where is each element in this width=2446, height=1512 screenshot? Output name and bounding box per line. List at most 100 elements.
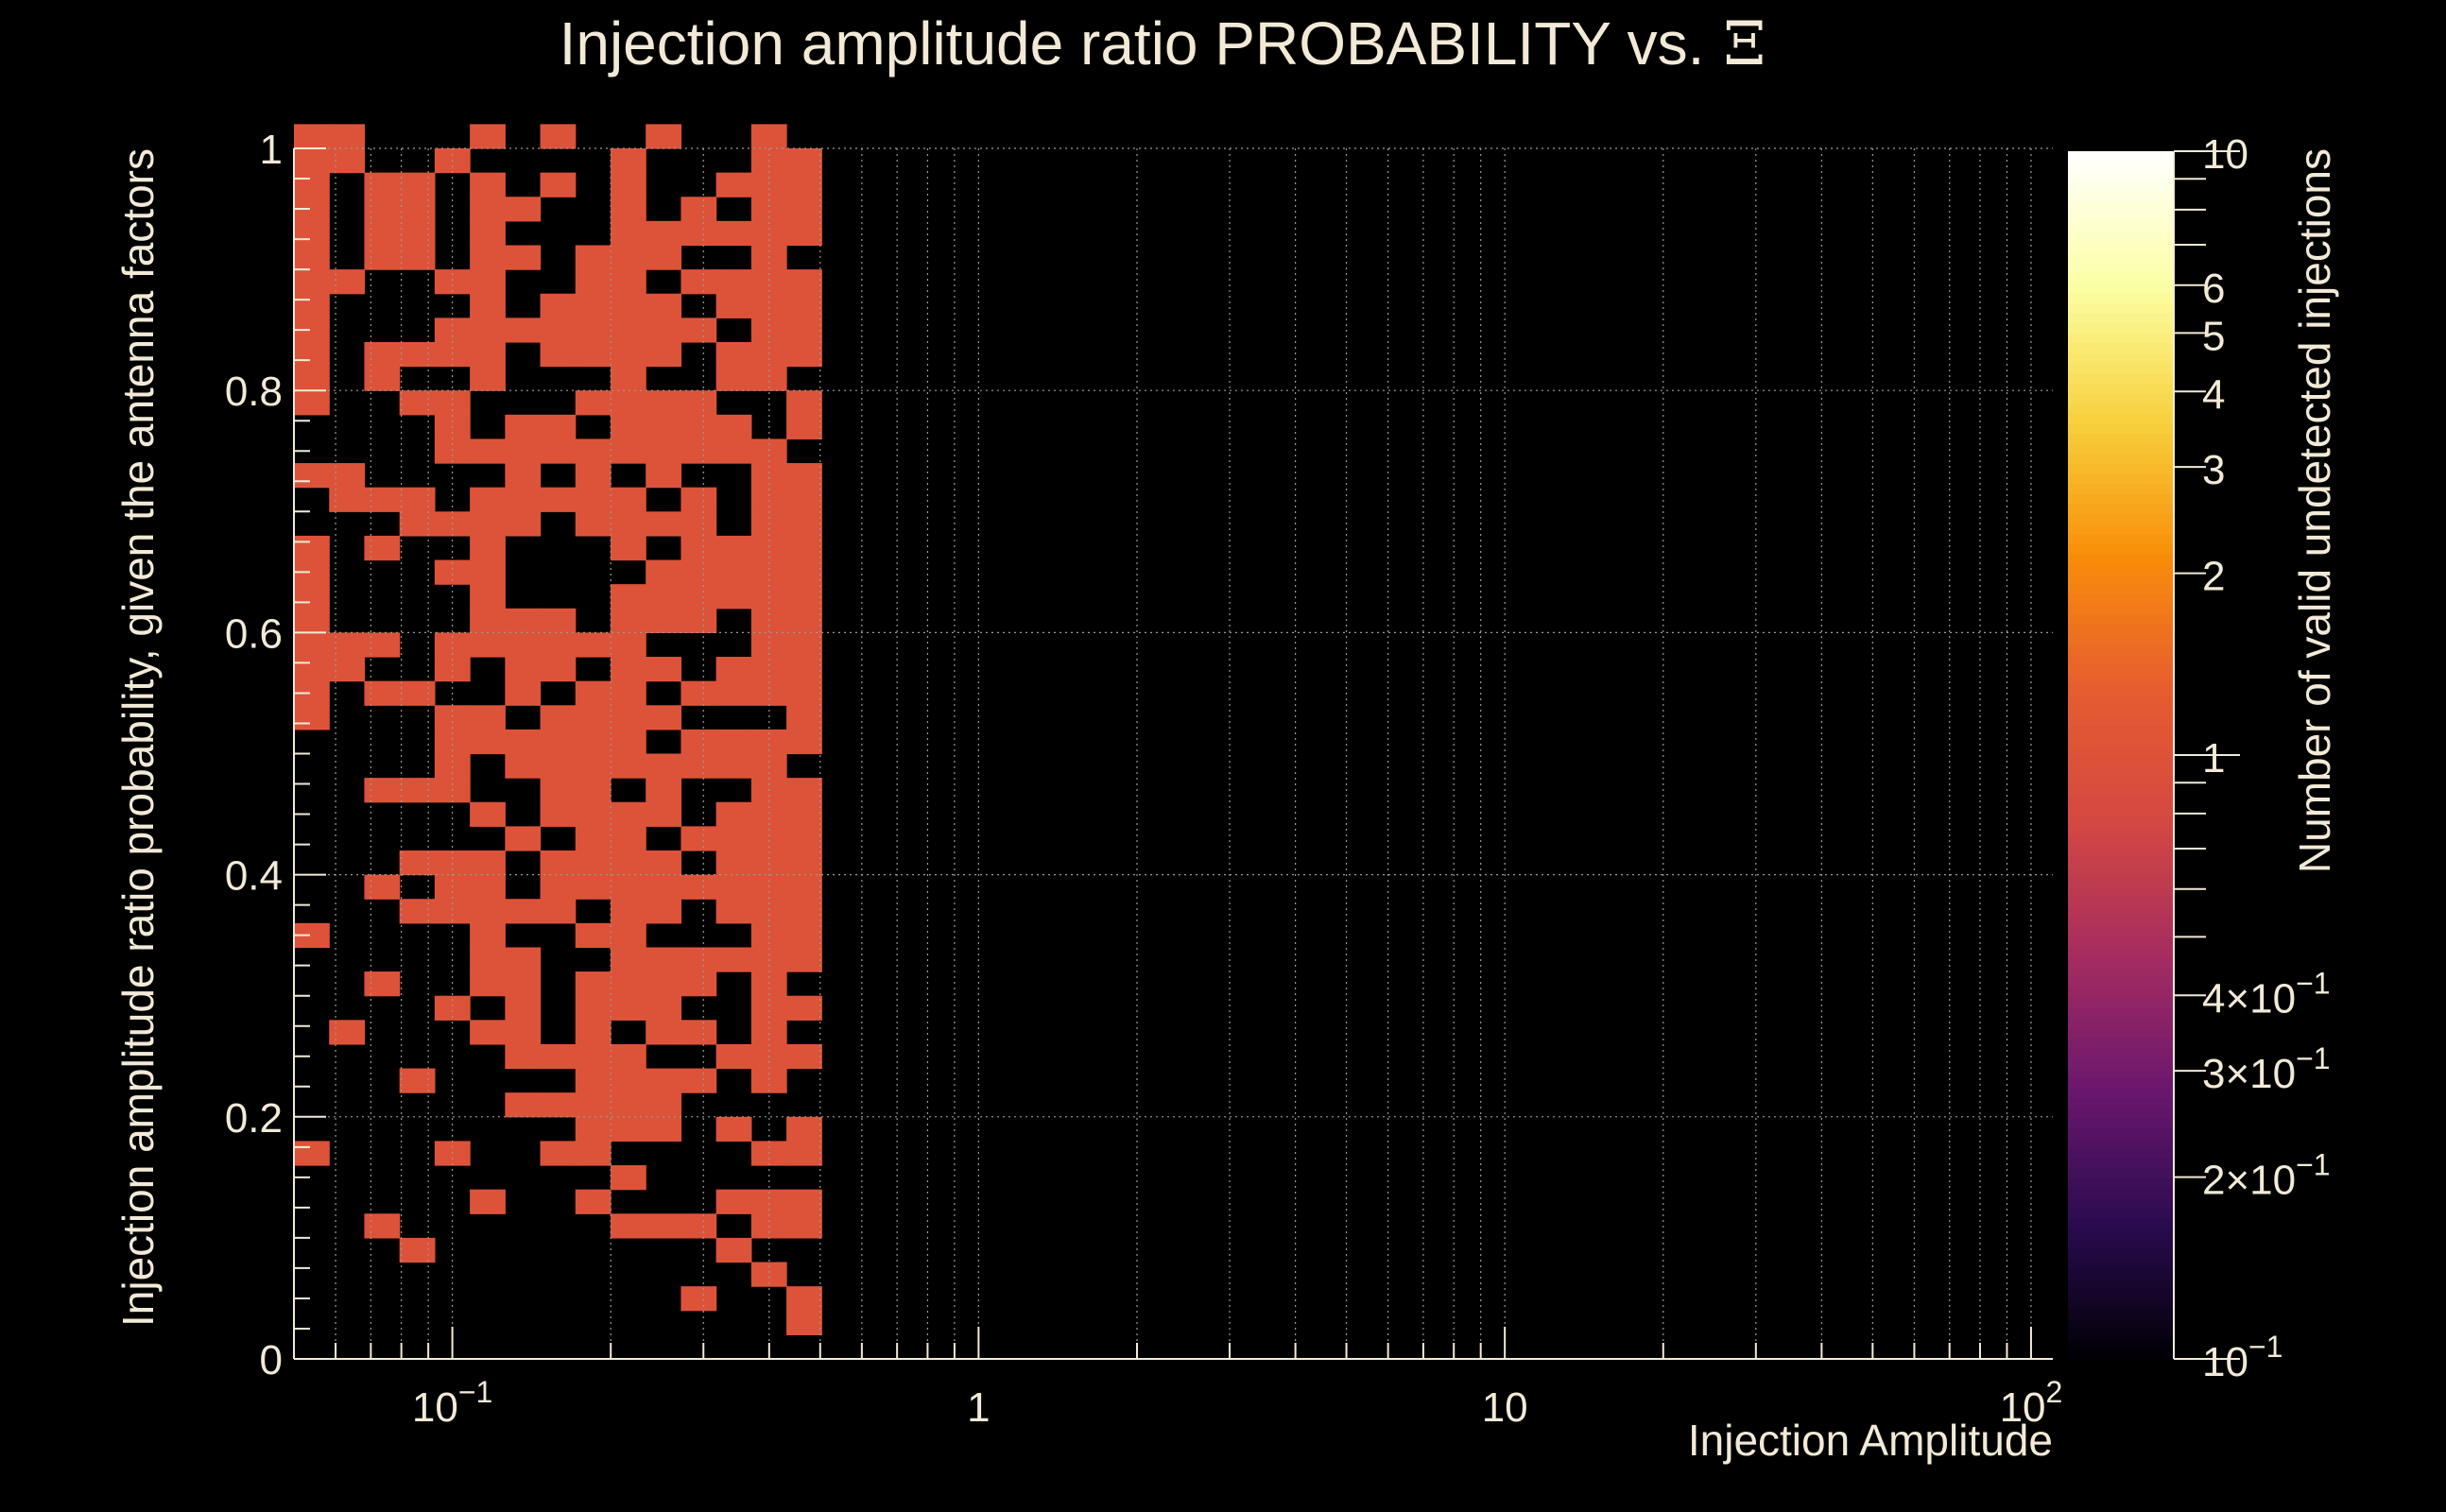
heatmap-cell	[329, 1020, 366, 1045]
heatmap-cell	[575, 1068, 612, 1093]
heatmap-cell	[399, 220, 436, 247]
palette-segment	[2068, 422, 2174, 434]
heatmap-cell	[470, 705, 506, 730]
heatmap-cell	[540, 657, 577, 682]
heatmap-cell	[646, 705, 682, 730]
palette-segment	[2068, 392, 2174, 404]
heatmap-cell	[294, 705, 330, 730]
heatmap-cell	[470, 318, 506, 343]
heatmap-cell	[680, 438, 717, 464]
heatmap-cell	[786, 1116, 822, 1143]
heatmap-cell	[715, 172, 752, 198]
palette-segment	[2068, 1107, 2174, 1119]
heatmap-cell	[294, 245, 330, 270]
palette-segment	[2068, 1228, 2174, 1239]
heatmap-cell	[680, 680, 717, 706]
heatmap-cell	[505, 995, 542, 1021]
palette-segment	[2068, 1006, 2174, 1018]
heatmap-cell	[786, 584, 822, 610]
heatmap-cell	[540, 753, 577, 779]
heatmap-cell	[575, 390, 612, 416]
palette-segment	[2068, 1026, 2174, 1038]
palette-segment	[2068, 745, 2174, 756]
palette-segment	[2068, 613, 2174, 626]
heatmap-cell	[575, 850, 612, 876]
heatmap-cell	[329, 463, 366, 489]
heatmap-cell	[646, 947, 682, 972]
y-tick-label: 0.4	[225, 853, 283, 900]
palette-segment	[2068, 1067, 2174, 1078]
heatmap-cell	[575, 753, 612, 779]
heatmap-cell	[786, 293, 822, 318]
palette-segment	[2068, 986, 2174, 998]
palette-segment	[2068, 483, 2174, 494]
heatmap-cell	[505, 318, 542, 343]
heatmap-cell	[470, 124, 506, 149]
heatmap-cell	[680, 947, 717, 972]
z-tick-label: 3×10−1	[2202, 1041, 2331, 1097]
heatmap-cell	[646, 341, 682, 368]
heatmap-cell	[470, 584, 506, 610]
palette-segment	[2068, 795, 2174, 807]
heatmap-cell	[329, 632, 366, 658]
heatmap-cell	[646, 511, 682, 537]
heatmap-cell	[680, 584, 717, 610]
palette-segment	[2068, 734, 2174, 747]
heatmap-cell	[750, 1068, 787, 1093]
heatmap-cell	[610, 850, 646, 876]
heatmap-cell	[646, 438, 682, 464]
heatmap-cell	[540, 293, 577, 318]
heatmap-cell	[715, 1116, 752, 1143]
y-tick-label: 0.6	[225, 610, 283, 657]
heatmap-cell	[646, 899, 682, 924]
heatmap-cell	[294, 463, 330, 489]
palette-segment	[2068, 403, 2174, 414]
heatmap-cell	[470, 850, 506, 876]
y-tick-label: 1	[260, 127, 283, 173]
palette-segment	[2068, 1298, 2174, 1310]
heatmap-cell	[575, 438, 612, 464]
heatmap-cell	[364, 341, 401, 368]
heatmap-cell	[329, 269, 366, 295]
palette-segment	[2068, 180, 2174, 193]
heatmap-cell	[364, 874, 401, 900]
heatmap-cell	[715, 1237, 752, 1263]
palette-segment	[2068, 835, 2174, 847]
heatmap-cell	[294, 535, 330, 561]
heatmap-cell	[364, 245, 401, 270]
heatmap-cell	[610, 947, 646, 972]
heatmap-cell	[646, 657, 682, 682]
palette-segment	[2068, 513, 2174, 524]
heatmap-cell	[786, 197, 822, 222]
palette-segment	[2068, 1097, 2174, 1108]
heatmap-cell	[646, 1116, 682, 1143]
heatmap-cell	[715, 584, 752, 610]
heatmap-cell	[540, 1092, 577, 1118]
heatmap-cell	[470, 729, 506, 755]
palette-segment	[2068, 453, 2174, 464]
heatmap-cell	[470, 366, 506, 391]
heatmap-cell	[680, 197, 717, 222]
palette-segment	[2068, 1208, 2174, 1219]
heatmap-cell	[294, 124, 330, 149]
heatmap-cell	[750, 753, 787, 779]
heatmap-cell	[364, 366, 401, 391]
heatmap-cell	[646, 390, 682, 416]
heatmap-cell	[505, 511, 542, 537]
heatmap-cell	[470, 971, 506, 997]
palette-segment	[2068, 282, 2174, 293]
heatmap-cell	[610, 1043, 646, 1070]
heatmap-cell	[294, 366, 330, 391]
heatmap-cell	[505, 245, 542, 270]
heatmap-cell	[786, 172, 822, 198]
heatmap-cell	[680, 971, 717, 997]
palette-segment	[2068, 1308, 2174, 1320]
heatmap-cell	[470, 293, 506, 318]
heatmap-cell	[610, 680, 646, 706]
heatmap-cell	[715, 850, 752, 876]
heatmap-cell	[470, 341, 506, 368]
heatmap-cell	[364, 487, 401, 512]
heatmap-cell	[610, 293, 646, 318]
z-tick-label: 2	[2202, 554, 2225, 600]
